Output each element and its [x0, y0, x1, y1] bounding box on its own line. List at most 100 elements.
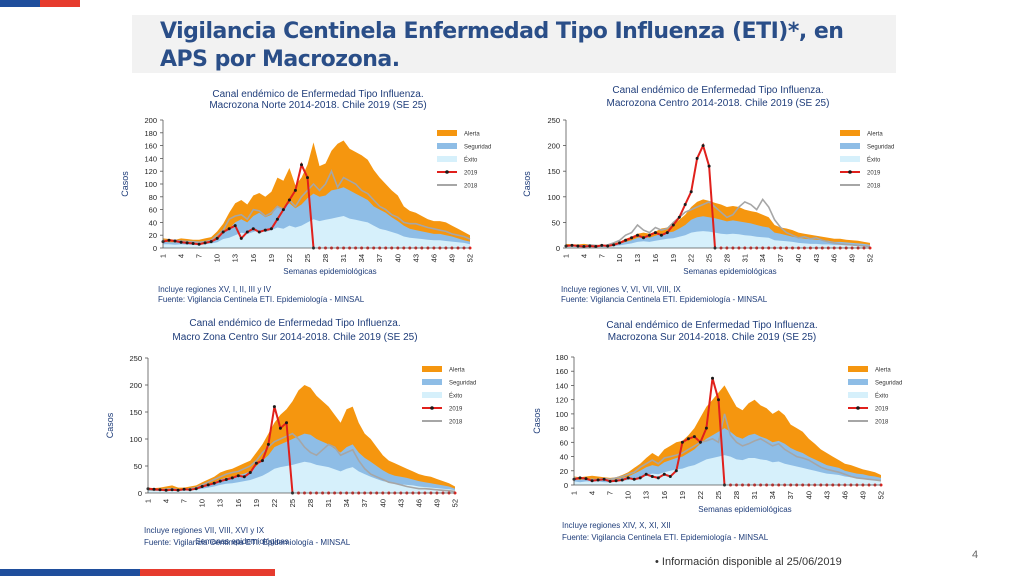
- legend-swatch: [840, 156, 860, 162]
- y-tick-label: 0: [564, 481, 568, 490]
- legend-label: Éxito: [464, 157, 478, 164]
- x-tick-label: 49: [858, 491, 867, 499]
- y-tick-label: 80: [560, 424, 568, 433]
- point-2019: [227, 227, 231, 231]
- point-2019: [306, 176, 309, 180]
- y-tick-label: 0: [556, 244, 560, 253]
- y-tick-label: 200: [547, 142, 560, 151]
- legend-label: 2019: [449, 407, 463, 413]
- y-axis-label: Casos: [532, 408, 542, 434]
- point-2019: [209, 240, 213, 244]
- point-2019: [582, 245, 586, 248]
- point-2019: [179, 240, 183, 244]
- chart-note-regions: Incluye regiones VII, VIII, XVI y IX: [144, 526, 265, 535]
- point-2019: [717, 398, 720, 402]
- point-2019: [648, 233, 651, 237]
- y-axis-label: Casos: [522, 171, 532, 197]
- x-tick-label: 34: [342, 499, 351, 507]
- legend-label: Alerta: [464, 132, 480, 138]
- point-2019: [578, 476, 582, 480]
- y-tick-label: 160: [144, 142, 157, 151]
- point-2019: [606, 244, 610, 248]
- x-tick-label: 7: [606, 491, 615, 495]
- chart-note-source: Fuente: Vigilancia Centinela ETI. Epidem…: [561, 295, 768, 304]
- chart-title-line1: Canal endémico de Enfermedad Tipo Influe…: [606, 320, 817, 331]
- x-tick-label: 37: [776, 254, 785, 262]
- legend-label: 2018: [449, 420, 463, 426]
- x-tick-label: 10: [624, 491, 633, 499]
- point-2019: [200, 485, 204, 488]
- point-2019: [176, 488, 180, 492]
- legend-label: 2018: [867, 184, 881, 190]
- x-tick-label: 10: [198, 499, 207, 507]
- x-tick-label: 4: [162, 499, 171, 503]
- legend-marker: [856, 406, 860, 410]
- x-tick-label: 34: [758, 254, 767, 262]
- x-tick-label: 52: [466, 254, 475, 262]
- x-tick-label: 4: [177, 254, 186, 258]
- point-2019: [239, 236, 243, 240]
- legend-marker: [445, 170, 449, 174]
- footer-note: • Información disponible al 25/06/2019: [655, 556, 842, 568]
- x-tick-label: 16: [234, 499, 243, 507]
- legend-swatch: [848, 392, 868, 398]
- page-number: 4: [972, 549, 979, 561]
- point-2019: [197, 242, 201, 246]
- point-2019: [182, 487, 186, 491]
- y-tick-label: 160: [555, 367, 568, 376]
- point-2019: [608, 479, 612, 483]
- point-2019: [191, 242, 195, 245]
- x-tick-label: 46: [429, 254, 438, 262]
- chart-note-regions: Incluye regiones XIV, X, XI, XII: [562, 521, 671, 530]
- point-2019: [624, 238, 628, 242]
- x-tick-label: 43: [411, 254, 420, 262]
- chart-note-source: Fuente: Vigilancia Centinela ETI. Epidem…: [562, 533, 769, 542]
- x-tick-label: 34: [768, 491, 777, 499]
- y-tick-label: 120: [144, 167, 157, 176]
- y-axis-label: Casos: [120, 171, 130, 197]
- point-2019: [215, 236, 219, 240]
- point-2019: [278, 426, 282, 430]
- point-2019: [680, 440, 684, 444]
- point-2019: [206, 483, 210, 487]
- y-tick-label: 0: [153, 244, 157, 253]
- legend-label: Seguridad: [464, 145, 491, 151]
- x-tick-label: 34: [357, 254, 366, 262]
- point-2019: [590, 479, 594, 483]
- x-tick-label: 22: [696, 491, 705, 499]
- x-tick-label: 4: [588, 491, 597, 495]
- title-box: [132, 15, 896, 73]
- y-tick-label: 20: [560, 467, 568, 476]
- x-tick-label: 40: [393, 254, 402, 262]
- legend-marker: [848, 170, 852, 174]
- x-tick-label: 46: [840, 491, 849, 499]
- y-tick-label: 180: [144, 129, 157, 138]
- x-tick-label: 19: [669, 254, 678, 262]
- point-2019: [285, 421, 288, 425]
- legend-swatch: [848, 379, 868, 385]
- line-2018: [147, 432, 456, 493]
- legend-swatch: [840, 143, 860, 149]
- point-2019: [636, 233, 639, 237]
- legend-label: Éxito: [867, 157, 881, 164]
- point-2019: [677, 215, 681, 219]
- point-2019: [588, 244, 592, 248]
- line-2018: [162, 169, 471, 244]
- y-tick-label: 80: [149, 193, 157, 202]
- x-tick-label: 37: [360, 499, 369, 507]
- x-tick-label: 31: [324, 499, 333, 507]
- point-2019: [689, 190, 693, 194]
- point-2019: [224, 478, 228, 481]
- point-2019: [251, 227, 255, 231]
- point-2019: [695, 156, 699, 160]
- x-tick-label: 37: [375, 254, 384, 262]
- point-2019: [254, 461, 258, 465]
- x-tick-label: 31: [750, 491, 759, 499]
- chart-title-line1: Canal endémico de Enfermedad Tipo Influe…: [189, 318, 400, 329]
- x-tick-label: 52: [451, 499, 460, 507]
- y-tick-label: 140: [555, 381, 568, 390]
- chart-title-line2: Macrozona Centro 2014-2018. Chile 2019 (…: [607, 98, 830, 109]
- point-2019: [653, 231, 657, 235]
- y-tick-label: 40: [560, 453, 568, 462]
- y-axis-label: Casos: [105, 412, 115, 438]
